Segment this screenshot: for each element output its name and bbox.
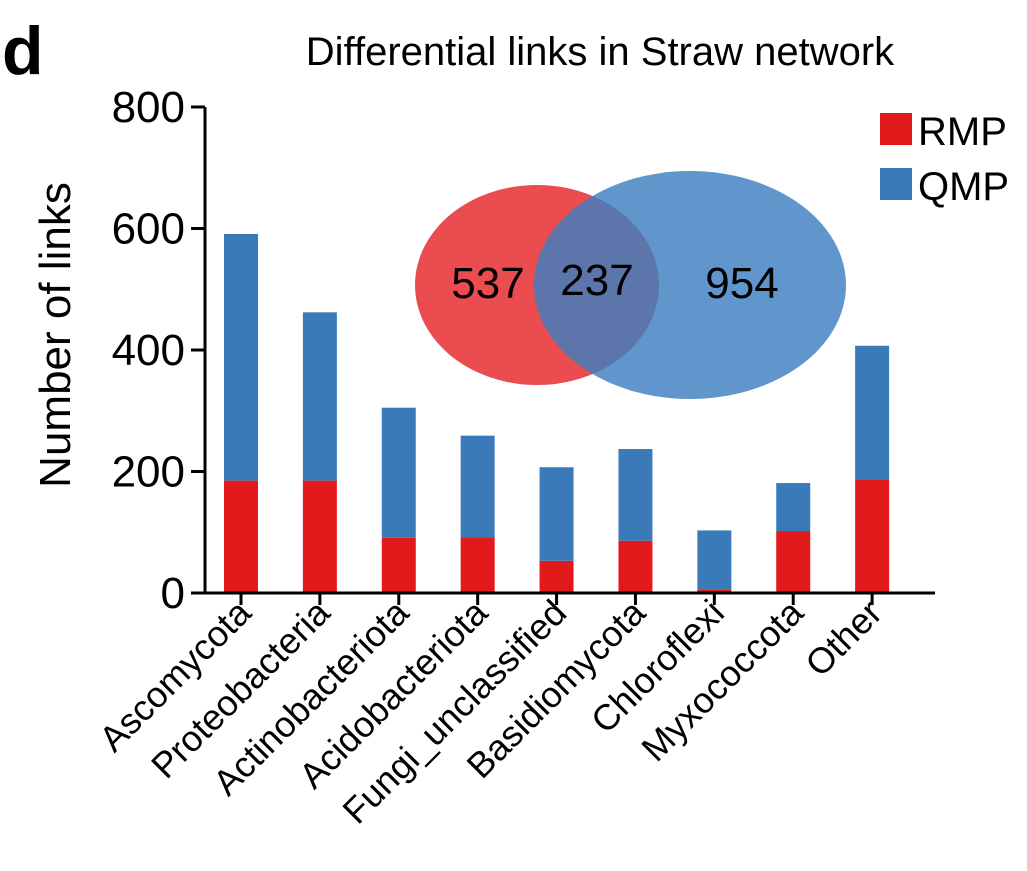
chart-title: Differential links in Straw network [306, 30, 895, 74]
bar-qmp-basidiomycota [618, 449, 653, 541]
venn-diagram: 537 237 954 [415, 171, 846, 399]
x-tick-label: Other [797, 592, 890, 685]
legend: RMP QMP [880, 110, 1009, 209]
venn-qmp-circle [534, 171, 846, 399]
y-tick-label: 600 [112, 205, 185, 254]
legend-label-rmp: RMP [918, 110, 1007, 154]
x-ticks-group: AscomycotaProteobacteriaActinobacteriota… [91, 591, 890, 832]
venn-shared-count: 237 [560, 256, 633, 305]
bar-qmp-myxococcota [776, 483, 811, 532]
y-tick-label: 0 [161, 569, 185, 618]
bar-rmp-acidobacteriota [460, 537, 495, 593]
legend-swatch-rmp [880, 113, 912, 145]
bar-qmp-proteobacteria [302, 312, 337, 481]
legend-label-qmp: QMP [918, 165, 1009, 209]
bar-qmp-actinobacteriota [381, 407, 416, 538]
y-tick-label: 800 [112, 83, 185, 132]
bar-qmp-acidobacteriota [460, 435, 495, 538]
bar-rmp-myxococcota [776, 531, 811, 593]
bar-qmp-other [855, 345, 890, 480]
bars-group [224, 233, 890, 593]
y-ticks-group: 0 200 400 600 800 [112, 83, 205, 618]
bar-rmp-basidiomycota [618, 540, 653, 593]
bar-rmp-chloroflexi [697, 589, 732, 593]
bar-rmp-actinobacteriota [381, 537, 416, 593]
y-tick-label: 200 [112, 448, 185, 497]
bar-rmp-fungi_unclassified [539, 560, 574, 593]
y-axis-label: Number of links [31, 182, 80, 488]
panel-label: d [2, 13, 44, 89]
legend-swatch-qmp [880, 168, 912, 200]
venn-qmp-only-count: 954 [705, 259, 778, 308]
bar-qmp-fungi_unclassified [539, 467, 574, 561]
y-tick-label: 400 [112, 326, 185, 375]
bar-qmp-ascomycota [224, 233, 258, 481]
bar-rmp-other [855, 479, 890, 593]
bar-qmp-chloroflexi [697, 530, 732, 590]
bar-rmp-proteobacteria [302, 480, 337, 593]
bar-rmp-ascomycota [224, 480, 258, 593]
venn-rmp-only-count: 537 [451, 259, 524, 308]
